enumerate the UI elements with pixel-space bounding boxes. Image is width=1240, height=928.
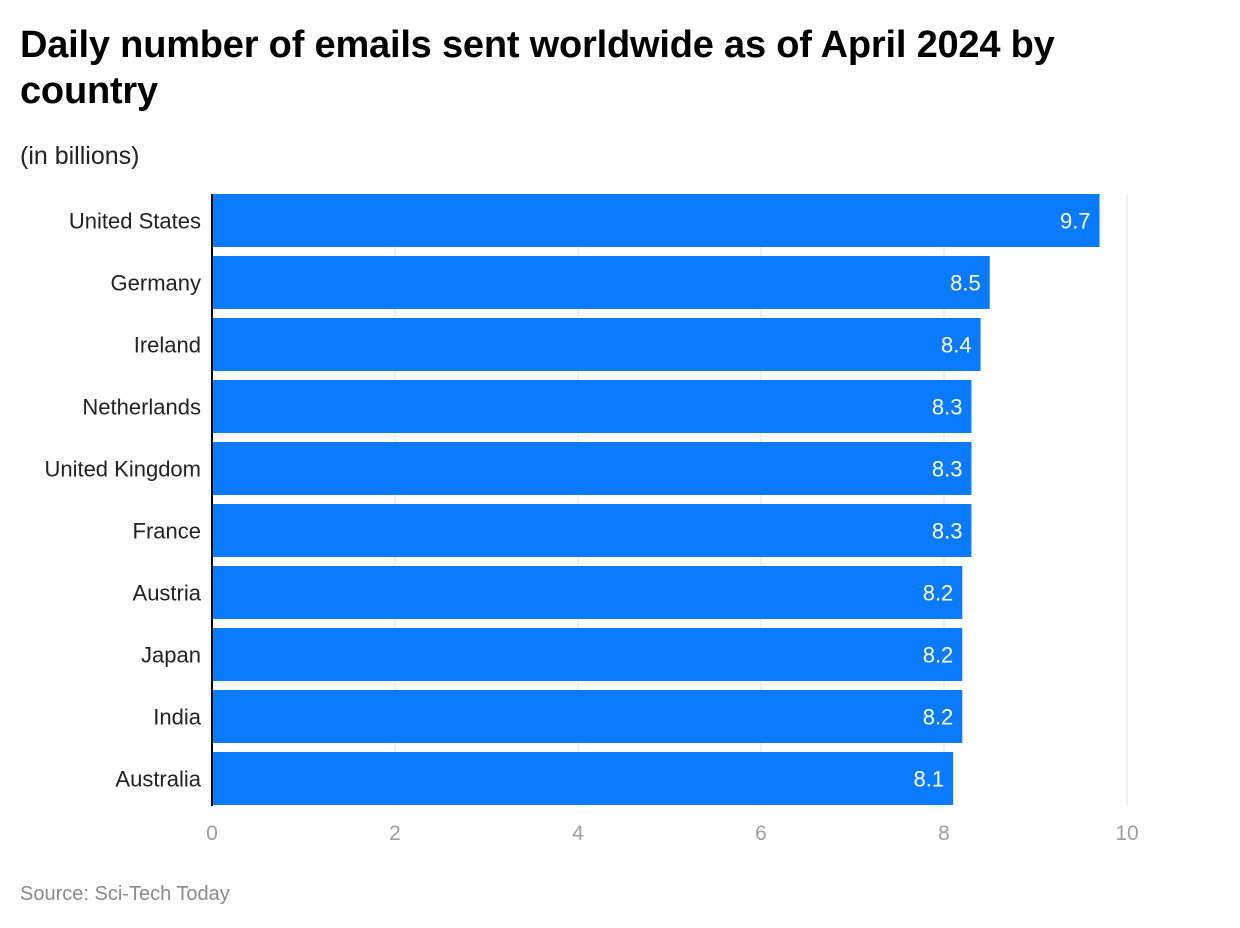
bar-value-label: 8.4 xyxy=(941,333,972,358)
source-name: Sci-Tech Today xyxy=(94,883,230,905)
bar xyxy=(212,318,981,371)
x-tick-label: 0 xyxy=(206,822,218,845)
category-label: United States xyxy=(69,209,201,234)
category-label: Japan xyxy=(141,643,201,668)
x-tick-label: 8 xyxy=(938,822,950,845)
category-label: Netherlands xyxy=(82,395,201,420)
x-tick-label: 4 xyxy=(572,822,584,845)
bar-value-label: 8.3 xyxy=(932,395,963,420)
bar-value-label: 8.2 xyxy=(923,581,954,606)
bar-chart: 9.7 8.5 8.4 8.3 8.3 8.3 8.2 8.2 8.2 8.1 United St… xyxy=(44,194,1139,845)
value-labels: 9.7 8.5 8.4 8.3 8.3 8.3 8.2 8.2 8.2 8.1 xyxy=(914,209,1091,792)
bar-value-label: 9.7 xyxy=(1060,209,1091,234)
category-label: Ireland xyxy=(134,333,201,358)
bar-value-label: 8.5 xyxy=(950,271,981,296)
category-label: Germany xyxy=(111,271,201,296)
bar xyxy=(212,194,1100,247)
category-label: India xyxy=(153,705,201,730)
category-label: France xyxy=(133,519,201,544)
bar xyxy=(212,380,972,433)
bar-value-label: 8.2 xyxy=(923,705,954,730)
category-label: Australia xyxy=(115,767,201,792)
bar-value-label: 8.1 xyxy=(914,767,945,792)
category-label: United Kingdom xyxy=(44,457,201,482)
x-tick-label: 2 xyxy=(389,822,401,845)
bar xyxy=(212,256,990,309)
category-labels: United States Germany Ireland Netherlands Un… xyxy=(44,209,201,792)
bar xyxy=(212,690,963,743)
chart-subtitle: (in billions) xyxy=(20,142,140,170)
bars xyxy=(212,194,1100,805)
bar xyxy=(212,566,963,619)
bar xyxy=(212,752,954,805)
bar-value-label: 8.3 xyxy=(932,519,963,544)
source-label: Source: xyxy=(20,883,89,905)
chart-title: Daily number of emails sent worldwide as… xyxy=(20,24,1055,112)
bar xyxy=(212,504,972,557)
bar xyxy=(212,628,963,681)
x-tick-label: 6 xyxy=(755,822,767,845)
bar xyxy=(212,442,972,495)
x-axis-tick-labels: 0 2 4 6 8 10 xyxy=(206,822,1139,845)
source-note: Source: Sci-Tech Today xyxy=(20,881,230,907)
x-tick-label: 10 xyxy=(1115,822,1138,845)
category-label: Austria xyxy=(133,581,202,606)
bar-value-label: 8.2 xyxy=(923,643,954,668)
bar-value-label: 8.3 xyxy=(932,457,963,482)
